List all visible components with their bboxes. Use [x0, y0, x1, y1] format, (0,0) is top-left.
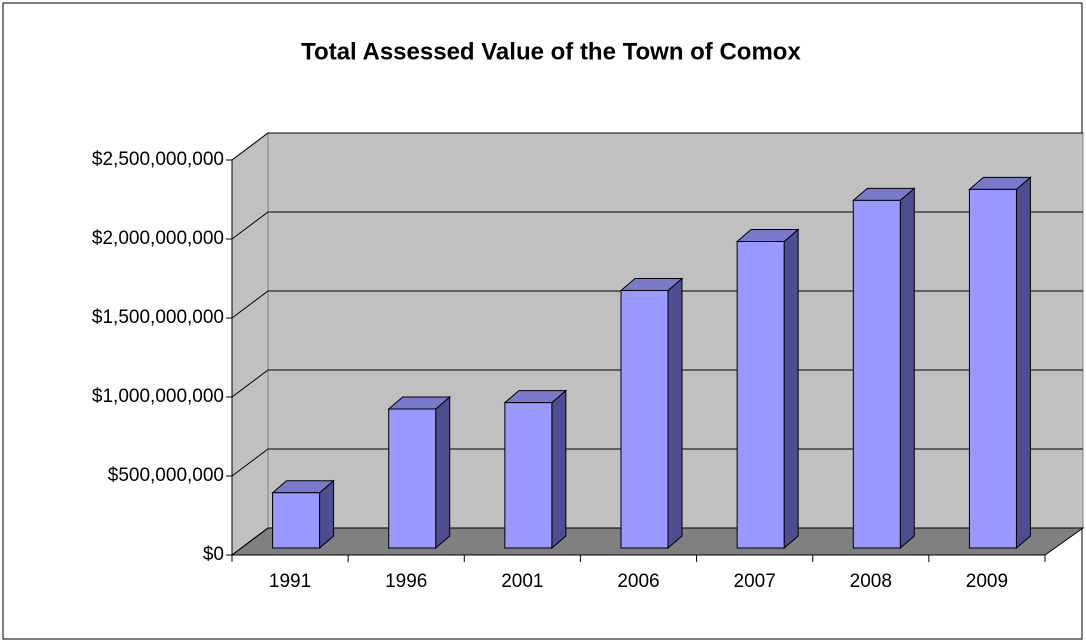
x-tick-label: 2007: [734, 571, 776, 592]
bar-side: [1015, 176, 1031, 550]
bar-side: [899, 187, 915, 550]
x-tick-label: 1991: [269, 571, 311, 592]
x-tick-label: 1996: [385, 571, 427, 592]
y-tick-label: $2,000,000,000: [92, 228, 224, 249]
y-tick-label: $500,000,000: [108, 465, 224, 486]
bar-front: [388, 408, 437, 549]
bar-side: [783, 228, 799, 550]
bar-front: [736, 240, 785, 549]
bar: [968, 176, 1032, 550]
bar: [851, 187, 916, 550]
grid-line: [231, 211, 1083, 240]
bar-front: [620, 289, 669, 549]
bar-front: [272, 492, 321, 549]
y-tick-label: $1,000,000,000: [92, 386, 224, 407]
bar: [619, 277, 684, 550]
y-tick-label: $2,500,000,000: [92, 149, 224, 170]
bar-side: [551, 389, 567, 550]
x-tick-label: 2009: [966, 571, 1008, 592]
x-tick-label: 2008: [850, 571, 892, 592]
x-tick-label: 2006: [617, 571, 659, 592]
grid-line: [231, 448, 1083, 477]
grid-line: [231, 527, 1083, 556]
grid-line: [231, 369, 1083, 398]
bar: [387, 395, 452, 550]
bar-front: [968, 188, 1017, 549]
x-tick-label: 2001: [501, 571, 543, 592]
side-wall: [231, 132, 269, 556]
bar-side: [435, 395, 451, 550]
bar-front: [852, 199, 901, 549]
bar-side: [667, 277, 683, 550]
bar: [503, 389, 568, 550]
y-tick-label: $0: [203, 544, 224, 565]
chart-title: Total Assessed Value of the Town of Como…: [301, 38, 801, 65]
bar-front: [504, 402, 553, 549]
y-tick-label: $1,500,000,000: [92, 307, 224, 328]
bar: [735, 228, 800, 550]
bar: [271, 479, 335, 550]
grid-line: [231, 290, 1083, 319]
grid-line: [231, 132, 1083, 161]
